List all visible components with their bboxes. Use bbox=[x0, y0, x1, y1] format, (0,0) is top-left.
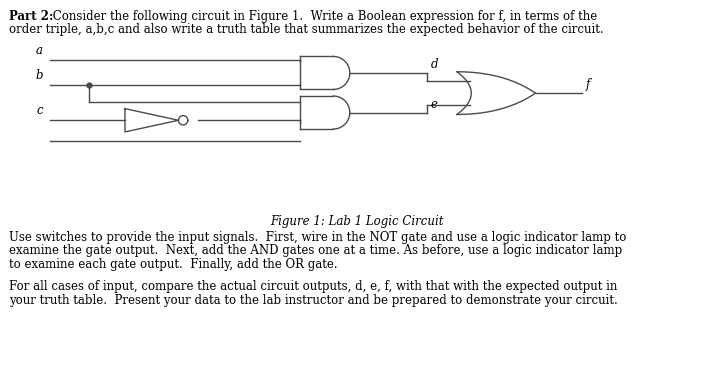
Text: b: b bbox=[35, 69, 43, 82]
Text: Part 2:: Part 2: bbox=[9, 10, 53, 23]
Text: examine the gate output.  Next, add the AND gates one at a time. As before, use : examine the gate output. Next, add the A… bbox=[9, 244, 622, 258]
Text: Consider the following circuit in Figure 1.  Write a Boolean expression for f, i: Consider the following circuit in Figure… bbox=[49, 10, 598, 23]
Text: d: d bbox=[431, 58, 438, 71]
Text: to examine each gate output.  Finally, add the OR gate.: to examine each gate output. Finally, ad… bbox=[9, 258, 337, 271]
Text: a: a bbox=[36, 44, 43, 57]
Text: order triple, a,b,c and also write a truth table that summarizes the expected be: order triple, a,b,c and also write a tru… bbox=[9, 23, 603, 36]
Text: e: e bbox=[431, 97, 438, 111]
Text: For all cases of input, compare the actual circuit outputs, d, e, f, with that w: For all cases of input, compare the actu… bbox=[9, 280, 617, 293]
Text: Use switches to provide the input signals.  First, wire in the NOT gate and use : Use switches to provide the input signal… bbox=[9, 231, 626, 244]
Text: f: f bbox=[585, 78, 590, 91]
Text: your truth table.  Present your data to the lab instructor and be prepared to de: your truth table. Present your data to t… bbox=[9, 294, 618, 307]
Text: Figure 1: Lab 1 Logic Circuit: Figure 1: Lab 1 Logic Circuit bbox=[271, 215, 443, 229]
Text: c: c bbox=[36, 104, 43, 117]
